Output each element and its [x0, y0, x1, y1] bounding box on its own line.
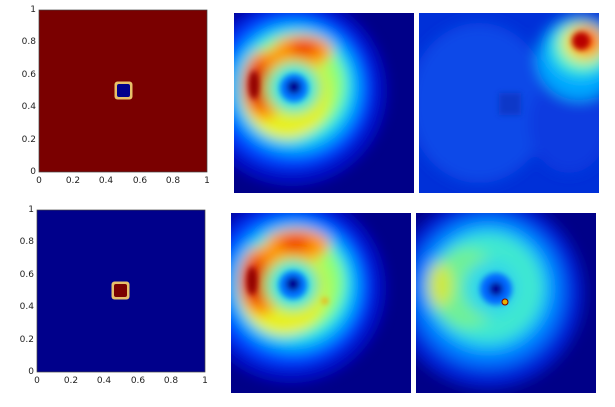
x-tick-label: 1 — [204, 176, 210, 186]
bottom-left-plot-axes — [36, 209, 206, 373]
hotspot-marker — [501, 298, 509, 306]
bottom-left-plot-svg — [36, 209, 206, 373]
y-tick-label: 0.2 — [19, 335, 34, 345]
x-tick-label: 0.6 — [132, 176, 148, 186]
y-tick-label: 0.8 — [19, 237, 34, 247]
heatmap-bottom-right — [393, 198, 596, 393]
y-tick-label: 0.2 — [21, 135, 36, 145]
x-tick-label: 1 — [202, 376, 208, 386]
y-tick-label: 0.6 — [21, 70, 36, 80]
y-tick-label: 0.6 — [19, 270, 34, 280]
heatmap-top-middle — [197, 0, 414, 193]
x-tick-label: 0.8 — [165, 176, 181, 186]
x-tick-label: 0.4 — [98, 176, 114, 186]
top-left-plot: 1 0.8 0.6 0.4 0.2 0 0 0.2 0.4 0.6 0.8 1 — [0, 0, 215, 195]
bottom-left-plot: 1 0.8 0.6 0.4 0.2 0 0 0.2 0.4 0.6 0.8 1 — [0, 200, 215, 400]
x-tick-label: 0.8 — [163, 376, 179, 386]
x-tick-label: 0.6 — [130, 376, 146, 386]
x-tick-label: 0 — [36, 176, 42, 186]
x-tick-label: 0.4 — [96, 376, 112, 386]
y-tick-label: 0.4 — [21, 102, 36, 112]
x-tick-label: 0.2 — [65, 176, 81, 186]
heatmap-bottom-right-svg — [393, 198, 596, 393]
top-left-plot-square — [117, 84, 130, 97]
heatmap-top-right-svg — [409, 13, 615, 193]
y-tick-label: 0 — [28, 367, 34, 377]
heatmap-bottom-middle — [196, 193, 411, 393]
y-tick-label: 1 — [30, 5, 36, 15]
x-tick-label: 0 — [34, 376, 40, 386]
y-tick-label: 1 — [28, 205, 34, 215]
y-tick-label: 0.8 — [21, 37, 36, 47]
heatmap-top-middle-svg — [197, 0, 414, 193]
heatmap-bottom-middle-svg — [196, 193, 411, 393]
y-tick-label: 0 — [30, 167, 36, 177]
top-left-plot-axes — [38, 9, 208, 173]
heatmap-top-right — [409, 13, 615, 193]
x-tick-label: 0.2 — [63, 376, 79, 386]
y-tick-label: 0.4 — [19, 302, 34, 312]
bottom-left-plot-square — [114, 284, 127, 297]
top-left-plot-svg — [38, 9, 208, 173]
